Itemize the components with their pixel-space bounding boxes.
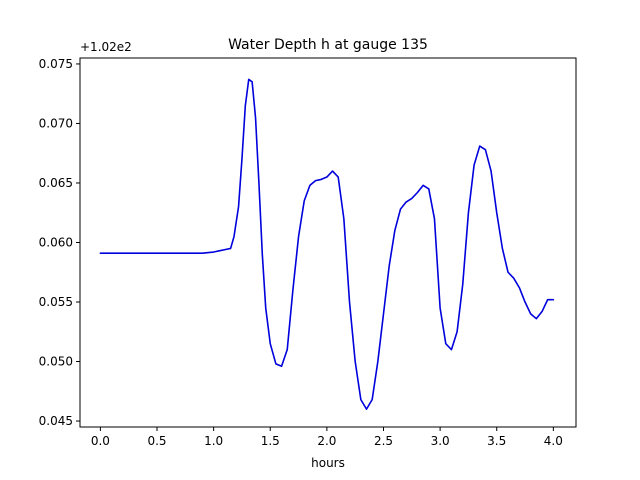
x-tick-label: 3.5 (487, 434, 506, 448)
y-tick-label: 0.055 (39, 295, 73, 309)
x-tick-label: 1.5 (261, 434, 280, 448)
chart-title: Water Depth h at gauge 135 (228, 37, 428, 53)
x-tick-label: 0.0 (91, 434, 110, 448)
plot-area: 0.0 0.5 1.0 1.5 2.0 2.5 3.0 3.5 4.0 0.045 0.050 0.0… (39, 57, 577, 448)
y-tick-label: 0.065 (39, 176, 73, 190)
series-line-0 (99, 78, 555, 410)
x-tick-label: 2.5 (374, 434, 393, 448)
x-tick-label: 2.0 (317, 434, 336, 448)
y-tick-label: 0.070 (39, 116, 73, 130)
y-tick-label: 0.050 (39, 355, 73, 369)
x-tick-label: 4.0 (544, 434, 563, 448)
y-tick-label: 0.045 (39, 414, 73, 428)
x-tick-label: 1.0 (204, 434, 223, 448)
x-axis-label: hours (311, 456, 345, 470)
y-tick-label: 0.060 (39, 236, 73, 250)
y-offset-label: +1.02e2 (80, 40, 132, 54)
y-tick-label: 0.075 (39, 57, 73, 71)
x-tick-label: 3.0 (431, 434, 450, 448)
x-tick-label: 0.5 (147, 434, 166, 448)
